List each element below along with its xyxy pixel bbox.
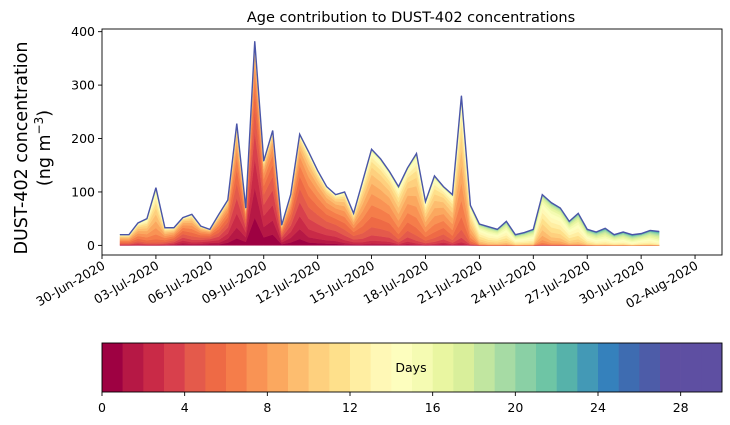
chart-title: Age contribution to DUST-402 concentrati… bbox=[247, 10, 575, 26]
colorbar-cell bbox=[184, 343, 206, 392]
colorbar-cell bbox=[246, 343, 268, 392]
colorbar-cell bbox=[308, 343, 330, 392]
colorbar-tick-label: 28 bbox=[673, 400, 689, 415]
colorbar-ticks: 0 4 8 12 16 20 24 28 bbox=[98, 392, 689, 415]
colorbar-cell bbox=[350, 343, 371, 392]
colorbar-cell bbox=[701, 343, 723, 392]
colorbar-cell bbox=[432, 343, 454, 392]
colorbar-tick-label: 0 bbox=[98, 400, 106, 415]
colorbar-cell bbox=[536, 343, 557, 392]
colorbar-cell bbox=[226, 343, 247, 392]
colorbar-frame bbox=[101, 342, 723, 393]
y-axis-label-close: ) bbox=[35, 110, 55, 117]
colorbar-cell bbox=[577, 343, 599, 392]
colorbar-cell bbox=[288, 343, 309, 392]
y-axis-label: DUST-402 concentration (ng m−3) bbox=[12, 42, 55, 255]
colorbar-label: Days bbox=[395, 360, 426, 375]
y-tick-label: 400 bbox=[71, 24, 95, 39]
colorbar-cells bbox=[102, 343, 723, 392]
y-tick-label: 200 bbox=[71, 131, 95, 146]
colorbar-cell bbox=[680, 343, 702, 392]
colorbar-tick-label: 16 bbox=[425, 400, 441, 415]
colorbar-cell bbox=[598, 343, 619, 392]
colorbar-cell bbox=[474, 343, 495, 392]
colorbar-tick-label: 8 bbox=[263, 400, 271, 415]
stacked-areas bbox=[119, 41, 660, 246]
colorbar-cell bbox=[102, 343, 123, 392]
y-axis-label-line2: (ng m−3) bbox=[32, 110, 55, 186]
y-axis-label-line1: DUST-402 concentration bbox=[12, 42, 32, 255]
colorbar-cell bbox=[329, 343, 351, 392]
y-axis-label-exponent: −3 bbox=[32, 117, 46, 135]
colorbar-cell bbox=[618, 343, 640, 392]
colorbar-cell bbox=[164, 343, 185, 392]
colorbar-cell bbox=[494, 343, 516, 392]
plot-frame bbox=[101, 28, 723, 256]
colorbar-cell bbox=[205, 343, 227, 392]
colorbar-cell bbox=[143, 343, 165, 392]
colorbar-cell bbox=[660, 343, 681, 392]
colorbar-tick-label: 24 bbox=[590, 400, 606, 415]
plot-area: 0 100 200 300 400 30-Jun-202003-Jul-202006-J… bbox=[33, 24, 723, 311]
y-axis: 0 100 200 300 400 bbox=[71, 24, 102, 253]
x-axis: 30-Jun-202003-Jul-202006-Jul-202009-Jul-… bbox=[33, 255, 701, 311]
colorbar-tick-label: 4 bbox=[181, 400, 189, 415]
colorbar-cell bbox=[391, 343, 413, 392]
total-line bbox=[119, 41, 660, 236]
colorbar-cell bbox=[412, 343, 433, 392]
colorbar-cell bbox=[515, 343, 537, 392]
y-tick-label: 0 bbox=[87, 238, 95, 253]
colorbar-cell bbox=[267, 343, 289, 392]
colorbar-cell bbox=[370, 343, 392, 392]
colorbar-tick-label: 20 bbox=[507, 400, 523, 415]
y-tick-label: 300 bbox=[71, 78, 95, 93]
colorbar-cell bbox=[639, 343, 661, 392]
colorbar-cell bbox=[453, 343, 475, 392]
colorbar-tick-label: 12 bbox=[342, 400, 358, 415]
y-tick-label: 100 bbox=[71, 184, 95, 199]
colorbar-cell bbox=[556, 343, 578, 392]
colorbar-cell bbox=[122, 343, 144, 392]
colorbar: Days 0 4 8 12 16 20 24 28 bbox=[98, 342, 723, 415]
y-axis-label-unit: (ng m bbox=[35, 134, 55, 186]
